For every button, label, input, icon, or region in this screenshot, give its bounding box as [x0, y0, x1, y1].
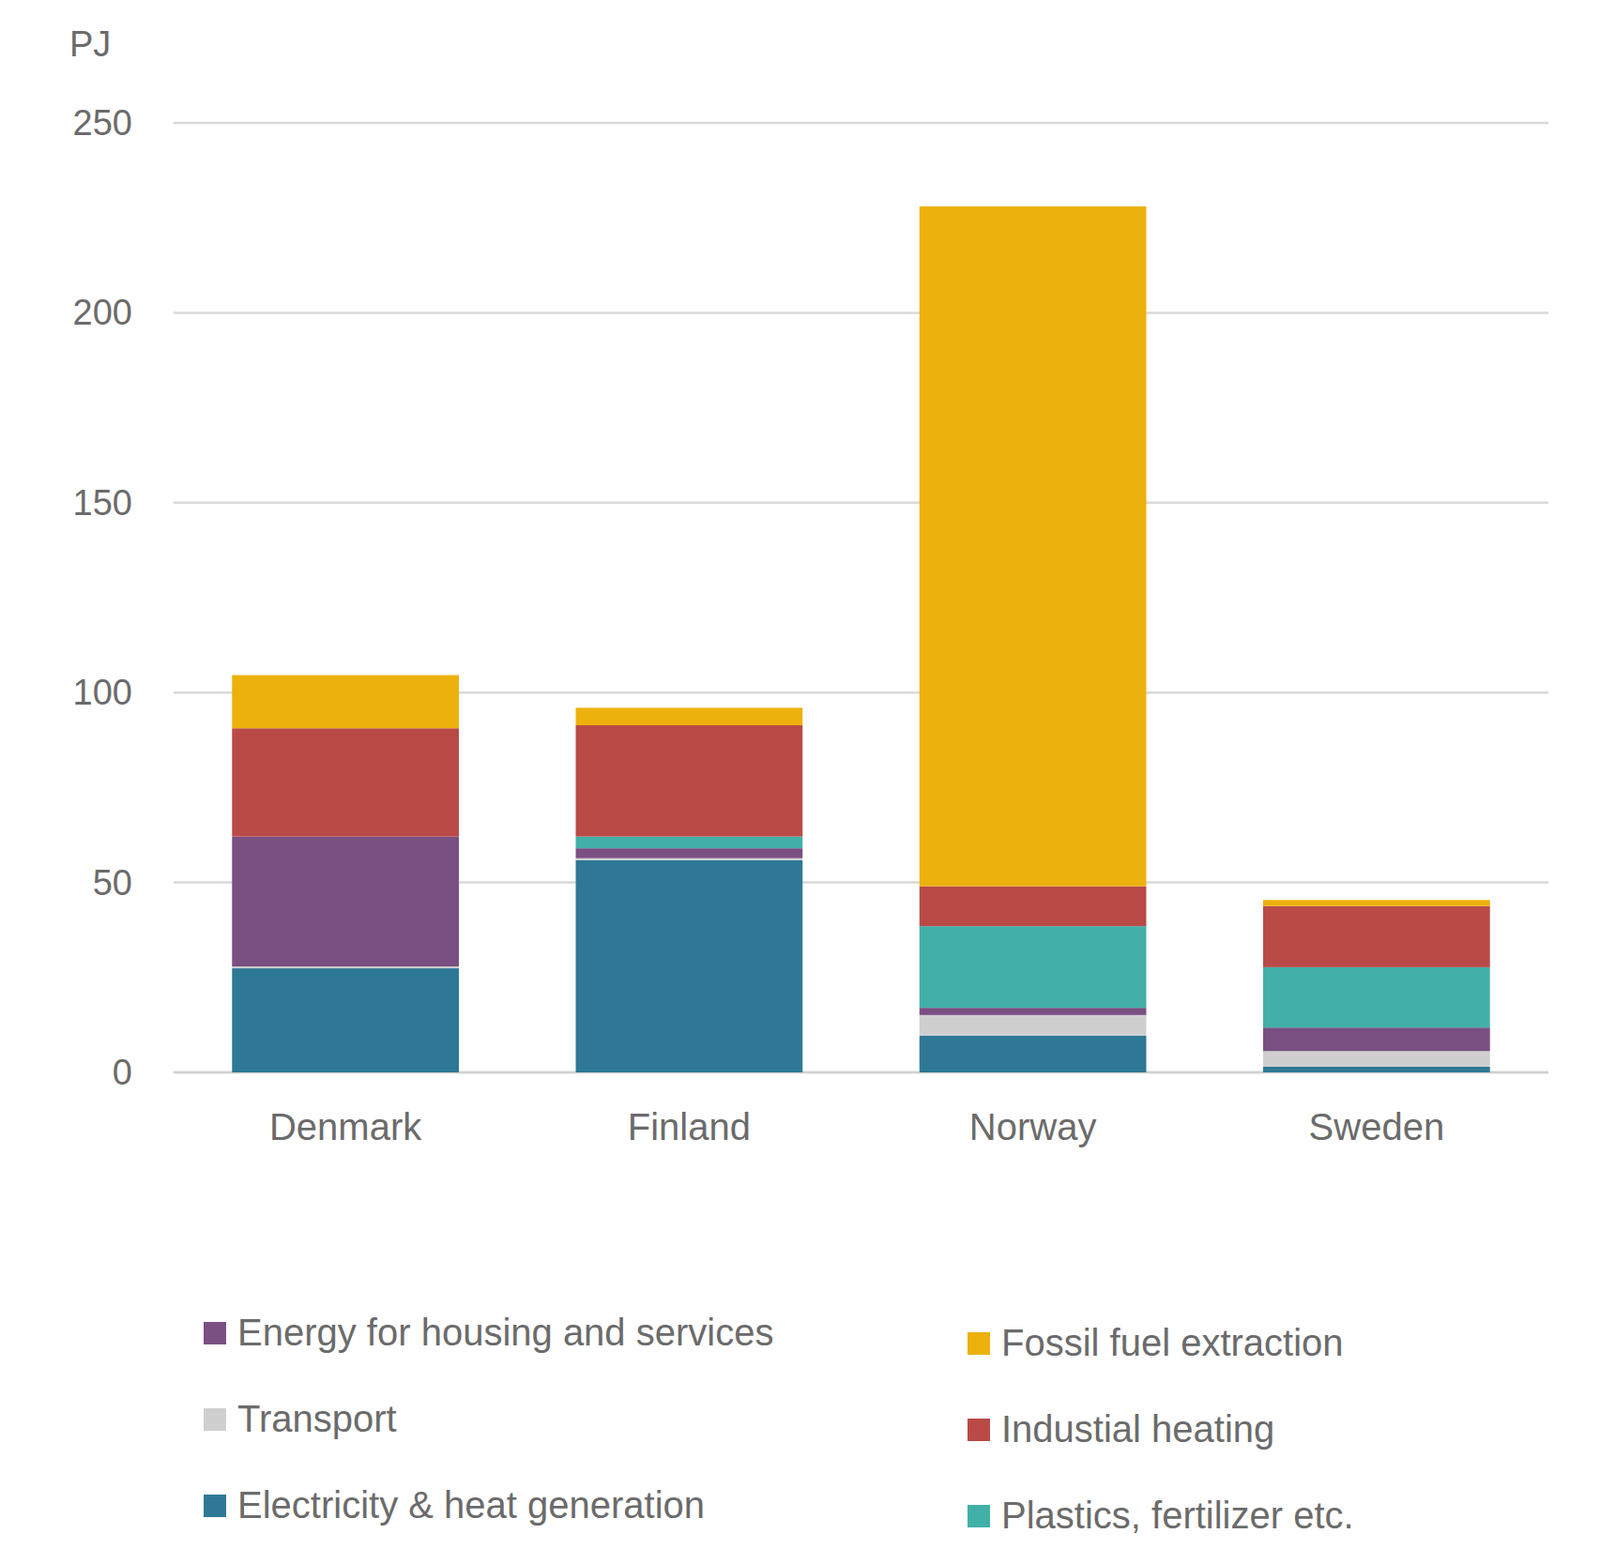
y-tick-label: 200: [73, 292, 133, 333]
bar-segment: [1263, 1051, 1491, 1067]
y-tick-label: 100: [73, 672, 133, 713]
bar-segment: [919, 206, 1147, 887]
bars: [231, 206, 1490, 1073]
bar-segment: [576, 707, 804, 726]
y-tick-label: 150: [73, 483, 133, 523]
legend-label: Fossil fuel extraction: [1001, 1322, 1344, 1364]
y-tick-label: 250: [73, 103, 133, 143]
y-axis-label: PJ: [69, 24, 111, 64]
bar-segment: [1263, 899, 1491, 906]
legend-label: Plastics, fertilizer etc.: [1001, 1494, 1355, 1537]
bar-segment: [231, 837, 459, 967]
bar-segment: [231, 675, 459, 730]
bar-segment: [1263, 1027, 1491, 1052]
grid-line: [173, 502, 1549, 505]
bar-segment: [231, 966, 459, 969]
bar-segment: [1263, 967, 1491, 1028]
bar-segment: [919, 886, 1147, 928]
y-tick-label: 0: [112, 1052, 133, 1093]
legend-label: Energy for housing and services: [237, 1311, 774, 1354]
legend-swatch: [203, 1322, 227, 1345]
x-tick-label: Denmark: [269, 1106, 423, 1148]
grid-line: [173, 311, 1549, 315]
x-tick-label: Sweden: [1309, 1106, 1446, 1148]
legend-swatch: [967, 1418, 991, 1442]
legend-label: Electricity & heat generation: [237, 1484, 705, 1526]
grid-line: [173, 121, 1549, 125]
legend-swatch: [967, 1505, 991, 1528]
x-tick-label: Norway: [969, 1106, 1098, 1148]
bar-segment: [1263, 906, 1491, 968]
bar-segment: [919, 1036, 1147, 1073]
bar-segment: [576, 858, 804, 861]
bar-segment: [576, 860, 804, 1073]
bar-segment: [919, 1015, 1147, 1037]
bar-segment: [919, 1007, 1147, 1016]
bar-segment: [919, 926, 1147, 1008]
bar-segment: [231, 968, 459, 1073]
chart: PJ 0 50 100 150 200 250 Denmark Finland Norway Swe…: [0, 0, 1600, 1564]
bar-segment: [576, 725, 804, 838]
legend-swatch: [203, 1408, 227, 1432]
x-tick-label: Finland: [627, 1106, 751, 1148]
legend-swatch: [967, 1332, 991, 1356]
y-tick-label: 50: [92, 863, 133, 903]
legend-label: Transport: [237, 1398, 397, 1440]
bar-segment: [231, 728, 459, 837]
legend-label: Industial heating: [1001, 1408, 1275, 1450]
bar-segment: [576, 848, 804, 859]
bar-segment: [1263, 1066, 1491, 1073]
bar-segment: [576, 837, 804, 850]
legend-swatch: [203, 1494, 227, 1518]
